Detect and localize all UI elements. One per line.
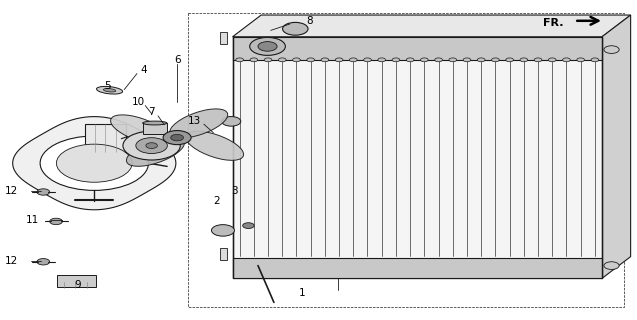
Text: 9: 9	[75, 280, 81, 290]
Ellipse shape	[185, 131, 243, 160]
Circle shape	[604, 262, 619, 269]
Circle shape	[335, 58, 343, 62]
Circle shape	[136, 138, 168, 154]
Circle shape	[562, 58, 570, 62]
Circle shape	[250, 58, 257, 62]
Text: 8: 8	[306, 16, 312, 26]
Ellipse shape	[97, 86, 122, 94]
Polygon shape	[13, 116, 176, 210]
Circle shape	[37, 189, 50, 195]
Circle shape	[250, 37, 285, 55]
Circle shape	[163, 131, 191, 145]
Circle shape	[577, 58, 585, 62]
Polygon shape	[602, 15, 631, 278]
Circle shape	[278, 58, 286, 62]
Circle shape	[236, 58, 243, 62]
Polygon shape	[233, 258, 602, 278]
Circle shape	[548, 58, 556, 62]
Text: 1: 1	[299, 288, 306, 298]
Circle shape	[40, 136, 148, 190]
Circle shape	[264, 58, 272, 62]
Text: 12: 12	[4, 256, 18, 266]
Circle shape	[350, 58, 357, 62]
Bar	[220, 32, 227, 44]
Text: 10: 10	[132, 97, 145, 107]
Bar	[57, 275, 96, 287]
Circle shape	[171, 134, 183, 141]
Bar	[85, 124, 126, 153]
Text: 12: 12	[4, 186, 18, 196]
Polygon shape	[233, 15, 631, 37]
Ellipse shape	[169, 109, 228, 138]
Circle shape	[292, 58, 300, 62]
Circle shape	[211, 225, 234, 236]
Circle shape	[406, 58, 414, 62]
Ellipse shape	[126, 137, 185, 166]
Circle shape	[420, 58, 428, 62]
Circle shape	[449, 58, 457, 62]
Ellipse shape	[111, 115, 169, 144]
Text: 13: 13	[188, 116, 201, 126]
Circle shape	[477, 58, 485, 62]
Circle shape	[378, 58, 385, 62]
Bar	[220, 248, 227, 260]
Ellipse shape	[143, 121, 167, 125]
Text: 6: 6	[174, 55, 180, 65]
Circle shape	[50, 218, 62, 225]
Circle shape	[364, 58, 371, 62]
Circle shape	[243, 223, 254, 228]
Circle shape	[321, 58, 329, 62]
Circle shape	[591, 58, 599, 62]
Polygon shape	[233, 37, 602, 278]
Circle shape	[146, 143, 157, 148]
Circle shape	[258, 42, 277, 51]
Text: 2: 2	[213, 196, 220, 206]
Circle shape	[37, 259, 50, 265]
Ellipse shape	[103, 89, 116, 92]
Text: 11: 11	[26, 215, 39, 225]
Circle shape	[222, 116, 241, 126]
Circle shape	[283, 22, 308, 35]
Polygon shape	[233, 37, 602, 60]
Circle shape	[506, 58, 513, 62]
Circle shape	[434, 58, 442, 62]
Bar	[143, 123, 167, 134]
Text: 3: 3	[231, 186, 238, 196]
Circle shape	[392, 58, 400, 62]
Circle shape	[604, 46, 619, 53]
Circle shape	[56, 144, 132, 182]
Text: 7: 7	[148, 107, 155, 117]
Circle shape	[307, 58, 315, 62]
Circle shape	[123, 131, 180, 160]
Text: 4: 4	[140, 65, 147, 75]
Circle shape	[463, 58, 471, 62]
Circle shape	[534, 58, 542, 62]
Text: 5: 5	[104, 81, 110, 91]
Text: FR.: FR.	[543, 18, 564, 28]
Circle shape	[492, 58, 499, 62]
Circle shape	[520, 58, 527, 62]
